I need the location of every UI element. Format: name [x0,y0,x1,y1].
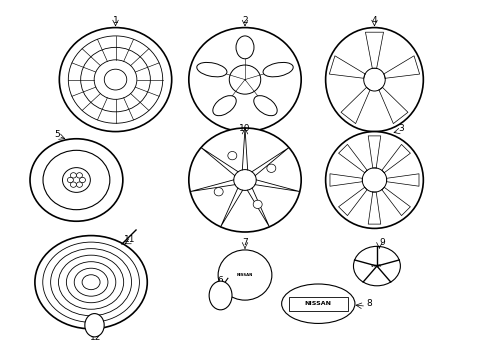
Ellipse shape [326,28,423,132]
Ellipse shape [43,242,140,322]
Ellipse shape [50,249,131,316]
Ellipse shape [68,36,163,123]
Text: 9: 9 [379,238,385,247]
Text: 8: 8 [367,299,372,308]
Text: NISSAN: NISSAN [237,273,253,277]
Ellipse shape [81,48,150,112]
Ellipse shape [43,150,110,210]
Text: 11: 11 [124,235,136,244]
Ellipse shape [209,281,232,310]
Ellipse shape [362,168,387,192]
Ellipse shape [76,182,82,187]
Ellipse shape [66,262,116,303]
Ellipse shape [76,173,82,178]
Ellipse shape [85,314,104,337]
Ellipse shape [326,132,423,228]
Ellipse shape [58,255,123,309]
Ellipse shape [263,62,293,77]
Text: 7: 7 [242,238,248,247]
Ellipse shape [63,168,90,192]
Ellipse shape [94,60,137,99]
Ellipse shape [79,177,85,183]
Ellipse shape [282,284,355,323]
Ellipse shape [234,170,256,190]
Ellipse shape [74,268,108,296]
Ellipse shape [236,36,254,59]
Text: 1: 1 [113,16,119,25]
Ellipse shape [254,96,277,116]
Ellipse shape [364,68,385,91]
Ellipse shape [189,128,301,232]
Ellipse shape [30,139,123,221]
Ellipse shape [267,164,276,172]
Ellipse shape [229,65,261,94]
Text: 10: 10 [239,124,251,133]
Ellipse shape [71,182,76,187]
Ellipse shape [214,188,223,196]
Ellipse shape [353,246,400,286]
Ellipse shape [213,96,236,116]
Ellipse shape [82,275,100,290]
Text: 5: 5 [54,130,60,139]
Ellipse shape [253,200,262,208]
Text: NISSAN: NISSAN [305,301,332,306]
FancyBboxPatch shape [289,297,347,311]
Ellipse shape [218,250,272,300]
Ellipse shape [71,173,76,178]
Ellipse shape [68,177,74,183]
Ellipse shape [35,235,147,329]
Text: 4: 4 [372,16,377,25]
Text: 12: 12 [90,333,101,342]
Text: NISSAN: NISSAN [371,264,383,268]
Text: 3: 3 [398,124,404,133]
Ellipse shape [104,69,127,90]
Text: 6: 6 [218,276,223,285]
Ellipse shape [189,28,301,132]
Ellipse shape [197,62,227,77]
Text: 2: 2 [242,16,248,25]
Ellipse shape [228,152,237,160]
Ellipse shape [59,28,172,132]
